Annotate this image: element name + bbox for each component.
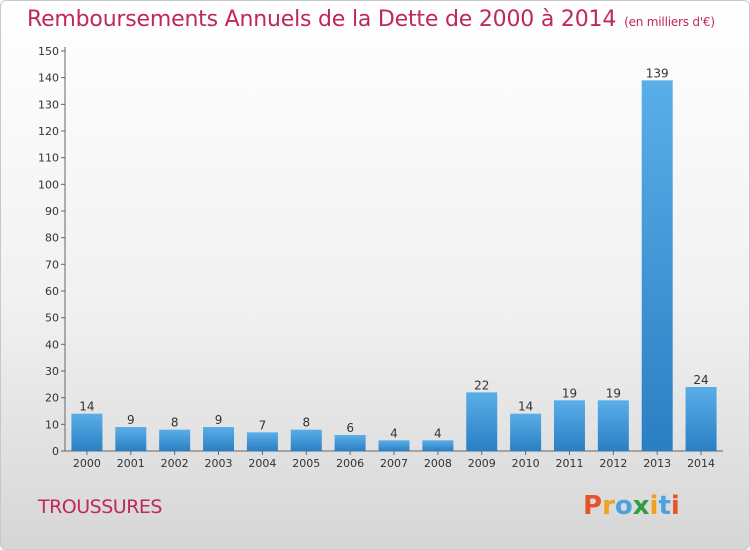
logo-letter: o bbox=[614, 491, 633, 521]
bar bbox=[641, 80, 673, 451]
bar bbox=[466, 392, 498, 451]
data-label: 7 bbox=[259, 418, 267, 432]
y-tick-label: 120 bbox=[38, 125, 59, 138]
y-tick-label: 30 bbox=[45, 365, 59, 378]
x-tick-label: 2005 bbox=[292, 457, 320, 470]
y-tick-label: 130 bbox=[38, 98, 59, 111]
y-tick-label: 100 bbox=[38, 178, 59, 191]
y-tick-label: 40 bbox=[45, 338, 59, 351]
x-tick-label: 2004 bbox=[248, 457, 276, 470]
bar bbox=[685, 387, 717, 451]
bar bbox=[203, 427, 235, 451]
bar bbox=[378, 440, 410, 451]
x-tick-label: 2009 bbox=[468, 457, 496, 470]
x-tick-label: 2011 bbox=[555, 457, 583, 470]
data-label: 8 bbox=[171, 416, 179, 430]
y-tick-label: 110 bbox=[38, 152, 59, 165]
chart-title: Remboursements Annuels de la Dette de 20… bbox=[27, 7, 715, 32]
bar bbox=[290, 429, 322, 451]
y-tick-label: 20 bbox=[45, 392, 59, 405]
data-label: 14 bbox=[79, 400, 94, 414]
bar bbox=[597, 400, 629, 451]
x-tick-label: 2003 bbox=[205, 457, 233, 470]
data-label: 9 bbox=[127, 413, 135, 427]
y-tick-label: 60 bbox=[45, 285, 59, 298]
bar bbox=[71, 413, 103, 451]
x-tick-label: 2006 bbox=[336, 457, 364, 470]
chart-axes: 0 10 20 30 40 50 60 70 80 90 100 110 120 130 140 150 bbox=[38, 45, 723, 458]
y-tick-label: 10 bbox=[45, 418, 59, 431]
x-tick-label: 2012 bbox=[599, 457, 627, 470]
bar bbox=[246, 432, 278, 451]
chart-bars bbox=[71, 80, 717, 451]
logo-letter: x bbox=[632, 491, 650, 521]
y-tick-label: 70 bbox=[45, 258, 59, 271]
y-tick-label: 140 bbox=[38, 72, 59, 85]
town-name: TROUSSURES bbox=[38, 496, 162, 518]
logo-letter: i bbox=[670, 491, 680, 521]
proxiti-logo: Proxiti bbox=[583, 491, 680, 521]
logo-letter: i bbox=[649, 491, 659, 521]
bar bbox=[115, 427, 147, 451]
y-tick-label: 0 bbox=[52, 445, 59, 458]
bar bbox=[159, 429, 191, 451]
x-tick-label: 2010 bbox=[512, 457, 540, 470]
y-tick-label: 50 bbox=[45, 312, 59, 325]
y-tick-label: 150 bbox=[38, 45, 59, 58]
bar bbox=[334, 435, 366, 451]
x-tick-label: 2013 bbox=[643, 457, 671, 470]
data-label: 8 bbox=[302, 416, 310, 430]
data-label: 22 bbox=[474, 378, 489, 392]
data-label: 139 bbox=[646, 66, 669, 80]
y-tick-label: 80 bbox=[45, 232, 59, 245]
data-label: 9 bbox=[215, 413, 223, 427]
x-tick-label: 2000 bbox=[73, 457, 101, 470]
data-label: 6 bbox=[346, 421, 354, 435]
logo-letter: P bbox=[583, 491, 603, 521]
data-label: 14 bbox=[518, 400, 533, 414]
y-tick-label: 90 bbox=[45, 205, 59, 218]
bar bbox=[553, 400, 585, 451]
x-tick-label: 2008 bbox=[424, 457, 452, 470]
logo-letter: r bbox=[602, 491, 615, 521]
data-label: 4 bbox=[434, 426, 442, 440]
data-label: 4 bbox=[390, 426, 398, 440]
x-tick-label: 2014 bbox=[687, 457, 715, 470]
logo-letter: t bbox=[658, 491, 671, 521]
bar bbox=[422, 440, 454, 451]
chart-title-text: Remboursements Annuels de la Dette de 20… bbox=[27, 7, 617, 32]
chart-units: (en milliers d'€) bbox=[624, 15, 715, 29]
data-label: 24 bbox=[693, 373, 708, 387]
chart-labels: 14 2000 9 2001 8 2002 9 2003 7 2004 8 2005 6 2006 4 200… bbox=[73, 66, 715, 470]
data-label: 19 bbox=[562, 386, 577, 400]
data-label: 19 bbox=[606, 386, 621, 400]
x-tick-label: 2002 bbox=[161, 457, 189, 470]
x-tick-label: 2007 bbox=[380, 457, 408, 470]
x-tick-label: 2001 bbox=[117, 457, 145, 470]
bar bbox=[510, 413, 542, 451]
